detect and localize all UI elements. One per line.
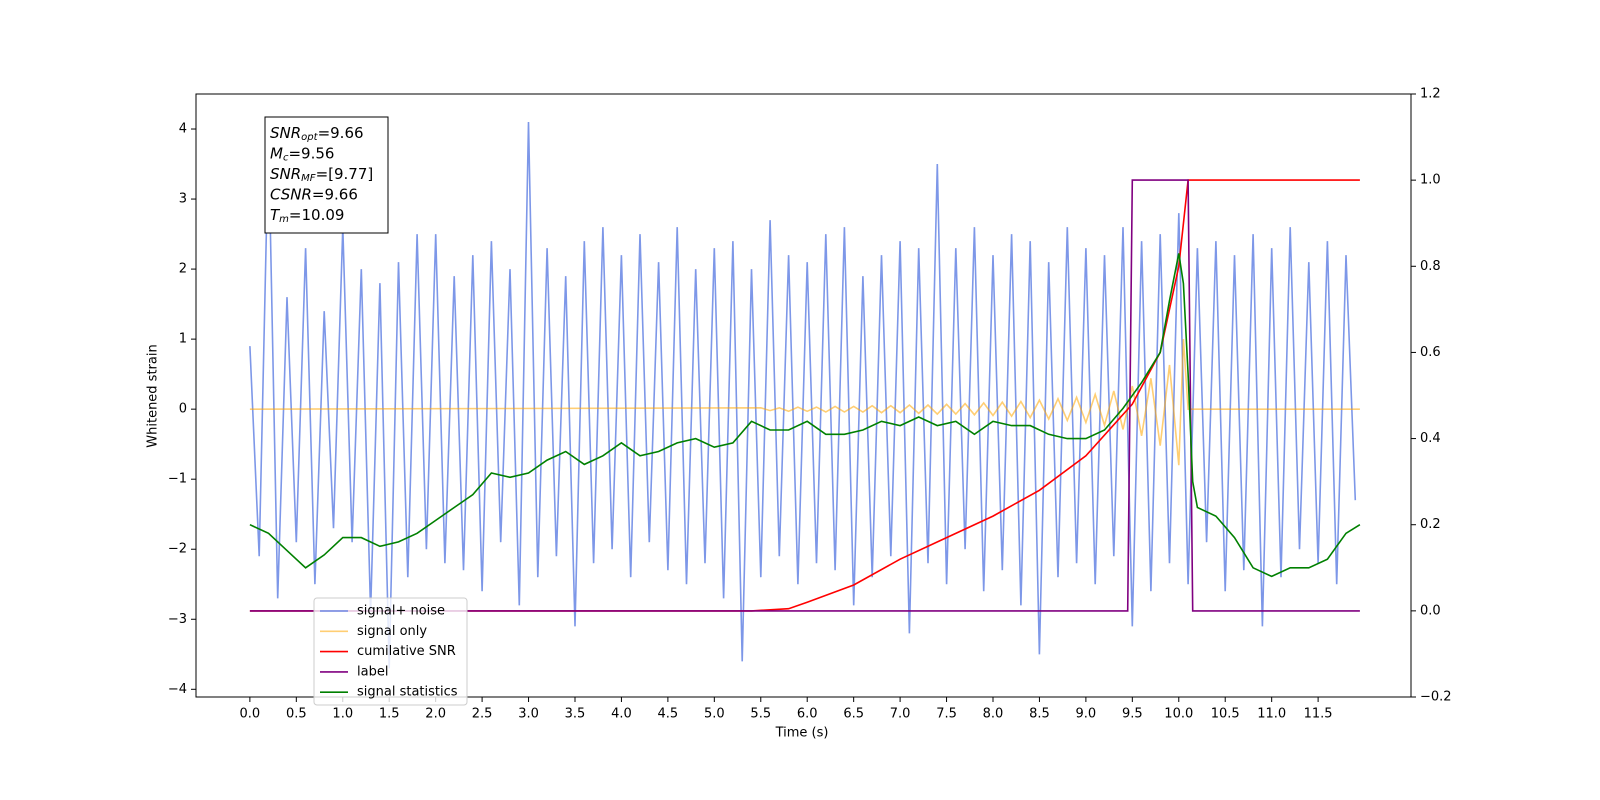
x-tick-label: 11.5 [1304, 707, 1333, 722]
y-axis-label: Whitened strain [146, 344, 161, 447]
y2-tick-label: −0.2 [1420, 690, 1452, 705]
x-tick-label: 1.5 [379, 707, 400, 722]
x-tick-label: 9.0 [1076, 707, 1097, 722]
annotation-symbol: M [270, 144, 283, 162]
annotation-value: =9.56 [288, 144, 334, 162]
annotation-line: CSNR=9.66 [270, 185, 358, 203]
x-tick-label: 5.0 [704, 707, 725, 722]
legend-label: signal+ noise [357, 604, 445, 619]
y2-tick-label: 1.0 [1420, 173, 1441, 188]
x-tick-label: 0.5 [286, 707, 307, 722]
x-tick-label: 2.0 [425, 707, 446, 722]
annotation-value: =9.66 [312, 185, 358, 203]
annotation-line: Mc=9.56 [270, 144, 334, 164]
annotation-subscript: MF [301, 173, 316, 184]
y-tick-label: 0 [179, 402, 187, 417]
annotation-value: =10.09 [289, 206, 345, 224]
x-tick-label: 8.5 [1029, 707, 1050, 722]
y2-tick-label: 0.8 [1420, 259, 1441, 274]
x-tick-label: 3.0 [518, 707, 539, 722]
y2-tick-label: 0.6 [1420, 345, 1441, 360]
x-tick-label: 6.5 [843, 707, 864, 722]
x-tick-label: 5.5 [750, 707, 771, 722]
series-line [249, 253, 1361, 578]
x-tick-label: 10.5 [1211, 707, 1240, 722]
y2-tick-label: 0.4 [1420, 431, 1441, 446]
x-tick-label: 0.0 [240, 707, 261, 722]
x-tick-label: 10.0 [1164, 707, 1193, 722]
annotation-subscript: m [279, 214, 289, 225]
plot-area [249, 121, 1361, 669]
x-tick-label: 4.5 [658, 707, 679, 722]
y-tick-label: −2 [168, 542, 187, 557]
legend-label: signal statistics [357, 685, 458, 700]
annotation-symbol: T [270, 206, 281, 224]
y-tick-label: −3 [168, 612, 187, 627]
x-tick-label: 3.5 [565, 707, 586, 722]
annotation-subscript: opt [301, 132, 318, 143]
annotation-symbol: SNR [270, 165, 301, 183]
legend-label: cumilative SNR [357, 644, 456, 659]
annotation-value: =[9.77] [316, 165, 374, 183]
x-tick-label: 11.0 [1257, 707, 1286, 722]
legend-label: label [357, 664, 388, 679]
x-tick-label: 2.5 [472, 707, 493, 722]
y2-tick-label: 1.2 [1420, 87, 1441, 102]
legend-label: signal only [357, 624, 427, 639]
annotation-symbol: CSNR [270, 185, 312, 203]
x-axis-label: Time (s) [775, 726, 829, 741]
y-tick-label: 1 [179, 332, 187, 347]
series-line [249, 179, 1360, 612]
axes-frame [195, 93, 1412, 698]
y-tick-label: 2 [179, 262, 187, 277]
y-tick-label: −1 [168, 472, 187, 487]
x-tick-label: 6.0 [797, 707, 818, 722]
x-tick-label: 7.0 [890, 707, 911, 722]
x-tick-label: 4.0 [611, 707, 632, 722]
y-tick-label: 3 [179, 192, 187, 207]
annotation-subscript: c [283, 153, 289, 164]
annotation-line: SNRopt=9.66 [270, 124, 364, 144]
annotation-box [264, 116, 389, 234]
legend-box [313, 597, 468, 706]
y2-tick-label: 0.0 [1420, 603, 1441, 618]
x-tick-label: 1.0 [332, 707, 353, 722]
y-tick-label: −4 [168, 682, 187, 697]
x-tick-label: 9.5 [1122, 707, 1143, 722]
annotation-value: =9.66 [318, 124, 364, 142]
annotation-symbol: SNR [270, 124, 301, 142]
x-tick-label: 7.5 [936, 707, 957, 722]
annotation-line: SNRMF=[9.77] [270, 165, 373, 185]
y-tick-label: 4 [179, 122, 187, 137]
y2-tick-label: 0.2 [1420, 517, 1441, 532]
x-tick-label: 8.0 [983, 707, 1004, 722]
annotation-line: Tm=10.09 [270, 206, 344, 226]
series-line [249, 179, 1360, 612]
